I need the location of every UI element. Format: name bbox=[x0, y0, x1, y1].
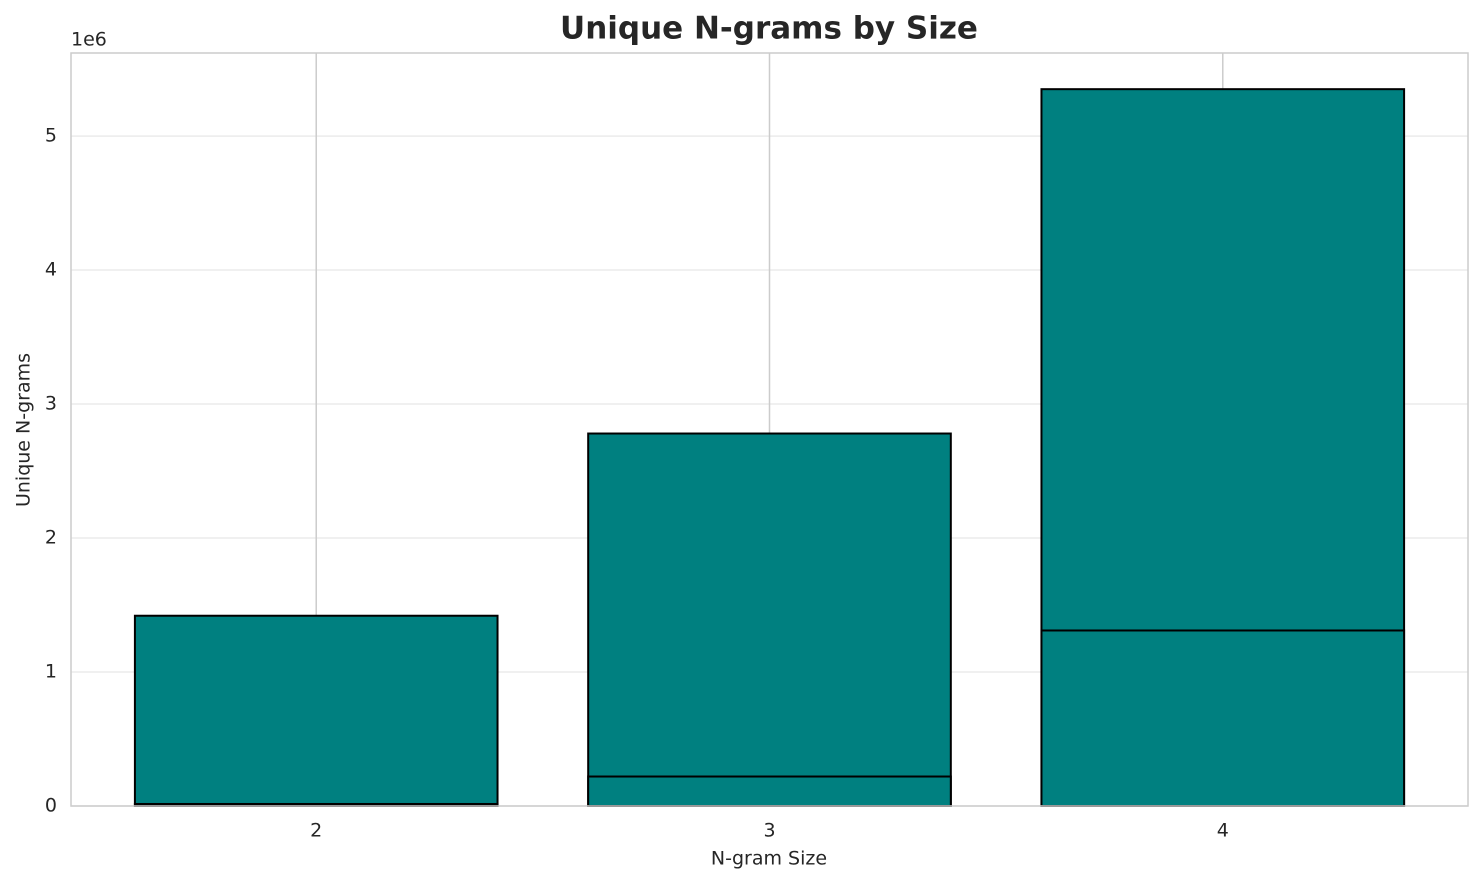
bar bbox=[133, 614, 499, 808]
x-tick-label: 3 bbox=[763, 820, 775, 842]
y-offset-label: 1e6 bbox=[71, 29, 107, 51]
bar bbox=[587, 775, 952, 807]
bar bbox=[587, 432, 952, 807]
y-tick-label: 1 bbox=[45, 661, 57, 683]
x-axis-label: N-gram Size bbox=[711, 848, 827, 870]
plot-frame bbox=[70, 52, 1469, 807]
y-tick-label: 5 bbox=[45, 125, 57, 147]
y-tick-label: 3 bbox=[45, 393, 57, 415]
x-tick-label: 2 bbox=[310, 820, 322, 842]
y-axis-label: Unique N-grams bbox=[13, 353, 35, 507]
bar bbox=[1040, 629, 1406, 807]
y-tick-label: 4 bbox=[45, 259, 57, 281]
y-tick-label: 0 bbox=[45, 795, 57, 817]
y-tick-label: 2 bbox=[45, 527, 57, 549]
x-tick-label: 4 bbox=[1217, 820, 1229, 842]
chart-title: Unique N-grams by Size bbox=[560, 11, 978, 47]
